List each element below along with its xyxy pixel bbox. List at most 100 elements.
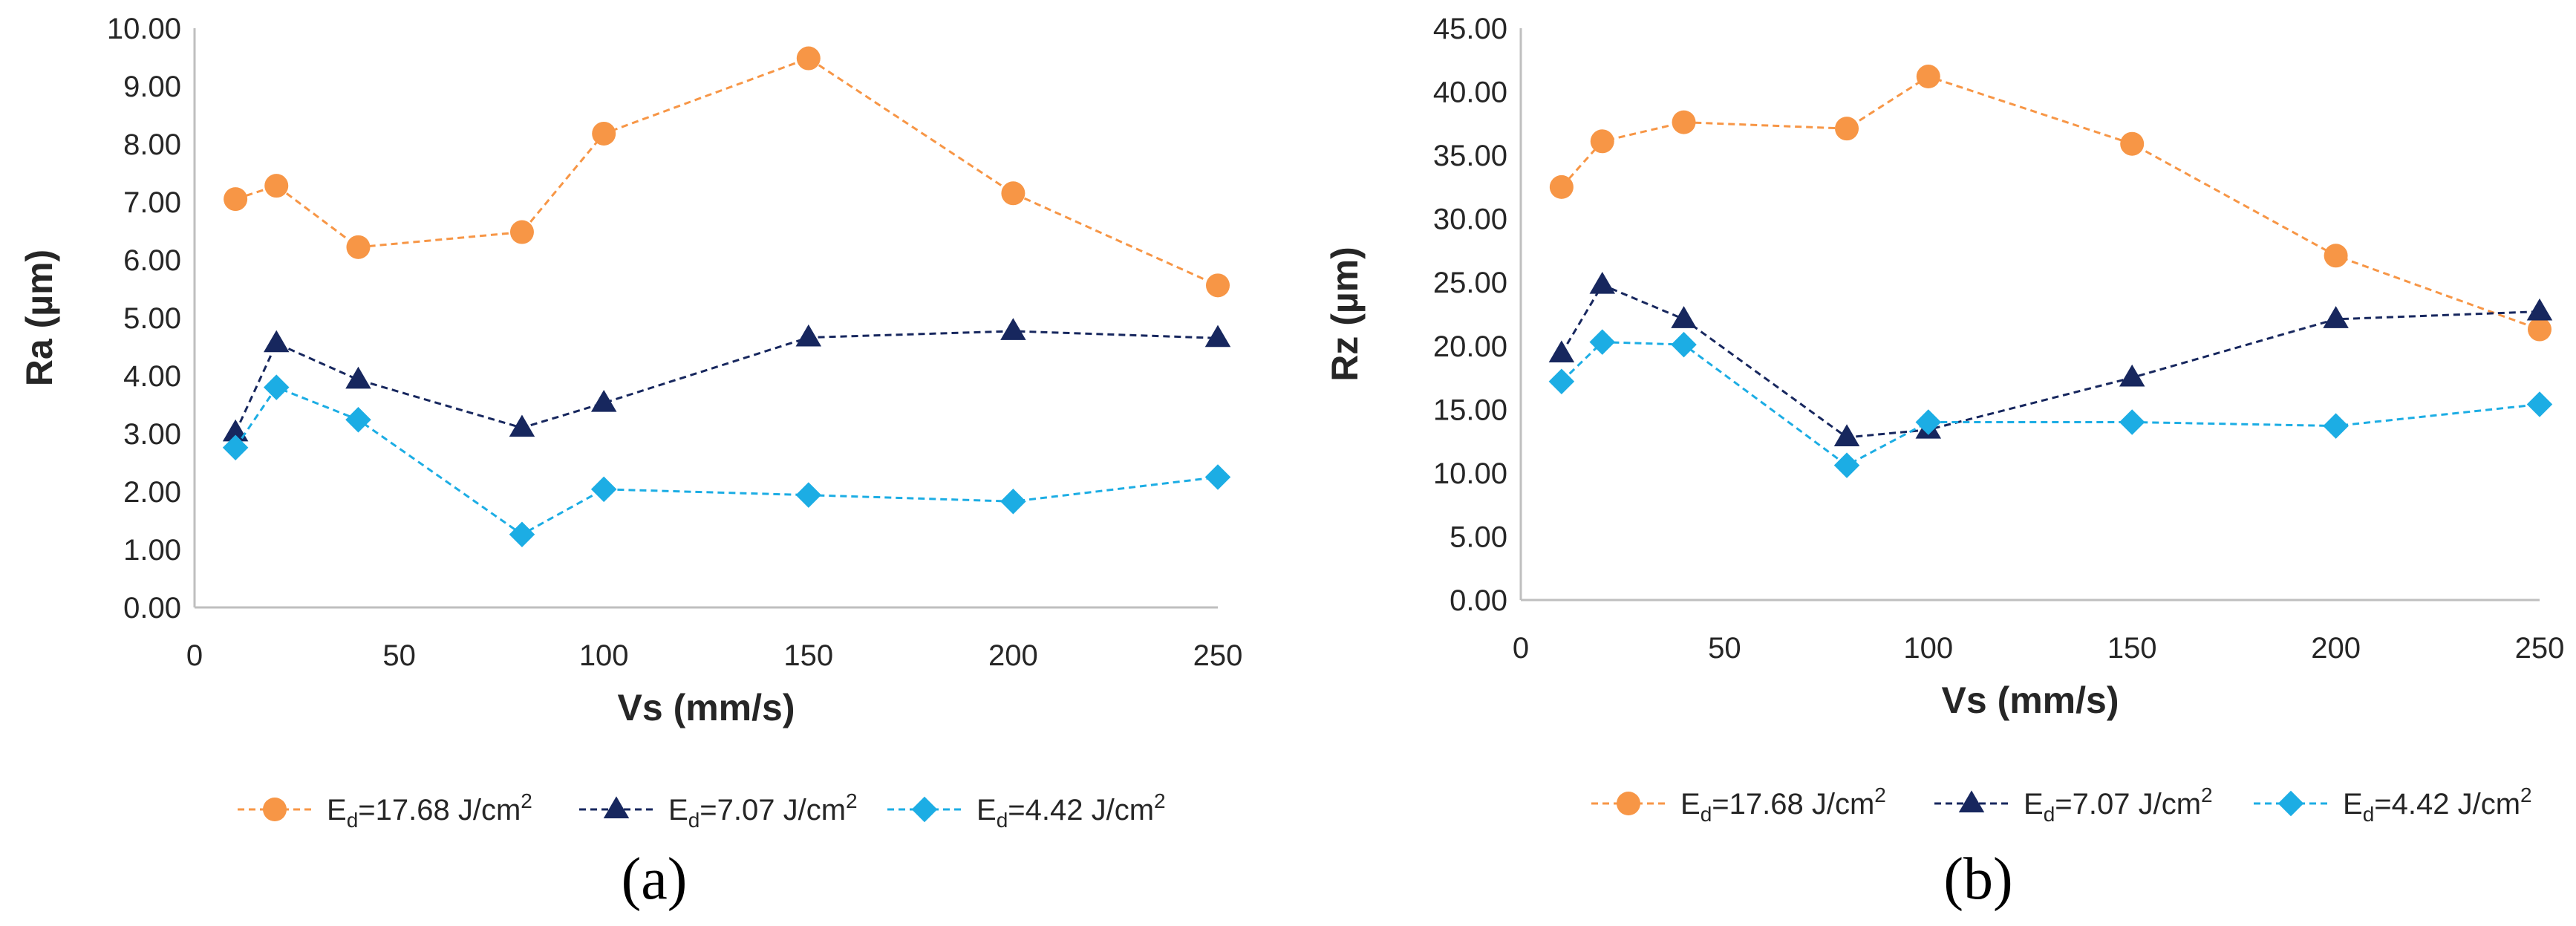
data-point <box>2323 413 2349 439</box>
y-axis-title: Ra (µm) <box>19 250 60 386</box>
data-point <box>263 330 290 353</box>
series-line <box>1560 75 2540 330</box>
data-point <box>1204 464 1231 490</box>
data-point <box>1000 489 1026 515</box>
legend-marker <box>911 796 938 823</box>
series-diamond <box>1548 329 2553 478</box>
series-line <box>1560 283 2540 439</box>
data-point <box>795 324 822 347</box>
y-tick-label: 6.00 <box>123 244 181 277</box>
data-point <box>1001 181 1025 206</box>
data-point <box>264 174 289 198</box>
series-line <box>235 56 1219 287</box>
data-point <box>509 220 534 244</box>
x-tick-label: 0 <box>1513 632 1529 665</box>
data-point <box>2119 364 2145 387</box>
x-tick-label: 250 <box>2515 632 2565 665</box>
x-axis-title: Vs (mm/s) <box>1942 679 2119 721</box>
y-tick-label: 1.00 <box>123 534 181 567</box>
data-point <box>345 407 371 433</box>
legend: Ed=17.68 J/cm2 Ed=7.07 J/cm2 Ed=4.42 J/cm2 <box>238 789 1166 832</box>
legend-item: Ed=7.07 J/cm2 <box>579 789 858 832</box>
legend-item: Ed=4.42 J/cm2 <box>2254 783 2532 826</box>
series-triangle <box>1548 271 2553 446</box>
x-tick-label: 50 <box>1708 632 1741 665</box>
data-point <box>2119 409 2145 435</box>
data-point <box>1672 110 1696 134</box>
y-axis-title: Rz (µm) <box>1324 247 1366 382</box>
data-point <box>1549 175 1574 199</box>
x-tick-label: 200 <box>988 639 1038 672</box>
data-point <box>509 414 535 437</box>
x-tick-label: 0 <box>186 639 203 672</box>
chart-panel-1: 0.00 1.00 2.00 3.00 4.00 5.00 6.00 7.00 8.00 9.00… <box>19 13 1242 912</box>
series-line <box>1560 341 2540 467</box>
y-tick-label: 9.00 <box>123 71 181 103</box>
x-tick-label: 50 <box>382 639 416 672</box>
data-point <box>1589 271 1616 294</box>
x-tick-label: 100 <box>1903 632 1953 665</box>
legend-marker <box>263 798 287 821</box>
data-point <box>592 121 616 146</box>
legend-label: Ed=4.42 J/cm2 <box>2343 783 2532 826</box>
y-tick-label: 0.00 <box>1450 584 1507 617</box>
y-tick-label: 8.00 <box>123 128 181 161</box>
data-point <box>2526 391 2553 417</box>
legend-marker <box>1958 790 1985 812</box>
legend-item: Ed=7.07 J/cm2 <box>1934 783 2213 826</box>
x-axis-title: Vs (mm/s) <box>618 687 795 728</box>
y-tick-label: 10.00 <box>107 13 181 45</box>
data-point <box>590 389 617 412</box>
data-point <box>1833 424 1860 446</box>
data-point <box>1548 340 1575 363</box>
data-point <box>1548 368 1575 394</box>
series-line <box>234 330 1219 434</box>
data-point <box>1835 117 1859 141</box>
data-point <box>2323 306 2349 328</box>
y-tick-label: 15.00 <box>1433 394 1507 426</box>
legend-item: Ed=4.42 J/cm2 <box>887 789 1166 832</box>
series-circle <box>1549 65 2551 342</box>
y-tick-label: 7.00 <box>123 186 181 219</box>
y-tick-label: 4.00 <box>123 360 181 393</box>
legend-label: Ed=4.42 J/cm2 <box>976 789 1166 832</box>
x-tick-label: 150 <box>2107 632 2157 665</box>
x-tick-label: 150 <box>783 639 833 672</box>
data-point <box>509 521 535 547</box>
y-tick-label: 45.00 <box>1433 13 1507 45</box>
x-tick-label: 100 <box>579 639 629 672</box>
data-point <box>222 434 249 460</box>
legend: Ed=17.68 J/cm2 Ed=7.07 J/cm2 Ed=4.42 J/cm2 <box>1591 783 2532 826</box>
x-tick-label: 200 <box>2311 632 2361 665</box>
data-point <box>1916 65 1940 89</box>
legend-label: Ed=7.07 J/cm2 <box>2024 783 2213 826</box>
legend-item: Ed=17.68 J/cm2 <box>1591 783 1886 826</box>
data-point <box>1204 325 1231 348</box>
data-point <box>345 366 371 389</box>
y-tick-label: 20.00 <box>1433 330 1507 363</box>
legend-item: Ed=17.68 J/cm2 <box>238 789 532 832</box>
chart-panel-2: 0.00 5.00 10.00 15.00 20.00 25.00 30.00 35.00 40… <box>1324 13 2564 912</box>
legend-marker <box>1617 792 1640 815</box>
legend-label: Ed=17.68 J/cm2 <box>1680 783 1886 826</box>
panel-label: (b) <box>1943 847 2012 912</box>
data-point <box>1915 409 1942 435</box>
data-point <box>2526 298 2553 321</box>
x-tick-label: 250 <box>1193 639 1243 672</box>
data-point <box>222 419 249 442</box>
y-tick-label: 35.00 <box>1433 140 1507 172</box>
data-point <box>1589 329 1616 355</box>
y-tick-label: 5.00 <box>123 302 181 335</box>
data-point <box>1671 331 1697 358</box>
y-tick-label: 10.00 <box>1433 457 1507 490</box>
series-triangle <box>222 318 1231 442</box>
y-tick-label: 25.00 <box>1433 267 1507 299</box>
legend-marker <box>2277 790 2304 817</box>
y-tick-label: 3.00 <box>123 418 181 451</box>
data-point <box>1671 306 1697 328</box>
data-point <box>2324 244 2348 268</box>
y-tick-label: 5.00 <box>1450 521 1507 553</box>
data-point <box>224 187 248 212</box>
